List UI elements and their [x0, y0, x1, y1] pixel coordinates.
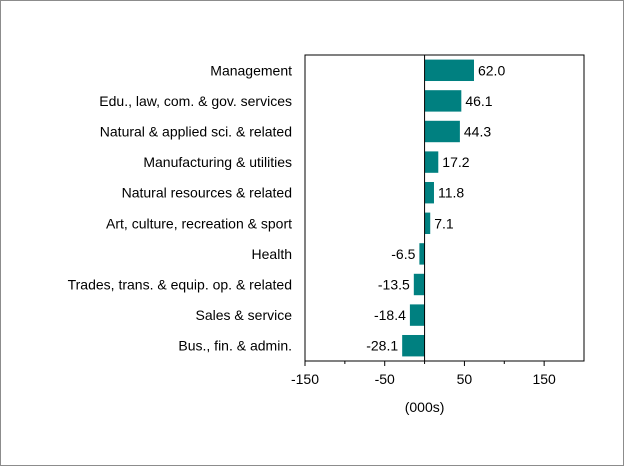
data-label: 7.1: [434, 215, 454, 231]
category-label: Natural & applied sci. & related: [100, 124, 292, 140]
category-label: Edu., law, com. & gov. services: [99, 93, 292, 109]
data-label: 46.1: [465, 93, 492, 109]
bar: [424, 59, 474, 82]
category-label: Health: [252, 246, 292, 262]
category-label: Art, culture, recreation & sport: [106, 215, 292, 231]
category-label: Bus., fin. & admin.: [178, 338, 292, 354]
labels-layer: Management 62.0 Edu., law, com. & gov. ser…: [68, 62, 506, 353]
data-label: 11.8: [438, 185, 464, 201]
data-label: -13.5: [378, 277, 410, 293]
category-label: Trades, trans. & equip. op. & related: [68, 277, 292, 293]
category-label: Management: [210, 62, 292, 78]
bar: [424, 151, 439, 173]
bar: [424, 212, 431, 235]
axis-layer: -150 -50 50 150: [291, 55, 556, 387]
bar: [413, 273, 425, 296]
x-axis-title: (000s): [405, 399, 445, 415]
data-label: 44.3: [464, 124, 491, 140]
category-label: Natural resources & related: [122, 185, 292, 201]
bar: [424, 90, 462, 112]
category-label: Sales & service: [196, 307, 293, 323]
bar: [424, 120, 460, 143]
bar: [419, 243, 425, 265]
category-label: Manufacturing & utilities: [143, 154, 292, 170]
x-tick-label: 50: [457, 371, 473, 387]
data-label: 17.2: [442, 154, 469, 170]
data-label: 62.0: [478, 62, 505, 78]
data-label: -18.4: [374, 307, 406, 323]
x-tick-label: -150: [291, 371, 319, 387]
x-tick-label: -50: [375, 371, 395, 387]
bar: [424, 181, 434, 204]
bar: [409, 304, 425, 326]
data-label: -28.1: [366, 338, 398, 354]
bars-layer: [402, 59, 474, 357]
data-label: -6.5: [391, 246, 415, 262]
x-tick-label: 150: [532, 371, 556, 387]
bar: [402, 334, 425, 357]
plot-area-border: [304, 54, 585, 362]
